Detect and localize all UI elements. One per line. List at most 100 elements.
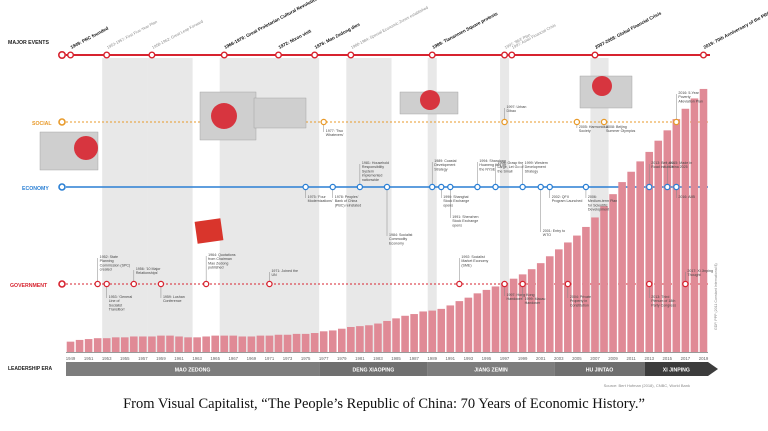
year-tick-label: 1963 [192, 356, 202, 361]
economy-event-label: 2002: QFII Program Launched [552, 195, 583, 203]
gdp-bar [184, 337, 192, 352]
government-event-marker [130, 280, 138, 288]
gdp-bar [102, 338, 111, 352]
gdp-bar [536, 263, 545, 352]
economy-event-label: 2016: AIIB [678, 195, 695, 199]
economy-event-marker [645, 183, 653, 191]
gdp-bar [410, 314, 418, 352]
red-sun-graphic [420, 90, 440, 110]
gdp-bar [392, 318, 400, 352]
gdp-bar [681, 108, 690, 353]
economy-event-label: 1994: Shandong Huaneng lists on the NYSE [479, 159, 506, 171]
economy-event-label: 1978: Peoples' Bank of China (PBC) reinsta… [335, 195, 362, 207]
year-tick-label: 1961 [174, 356, 184, 361]
gdp-bar [618, 182, 626, 352]
source-note: Source: Bert Hofman (2018), CNBC, World … [604, 383, 690, 388]
government-event-marker [501, 280, 508, 288]
economy-event-marker [673, 183, 680, 191]
gdp-bar [582, 226, 590, 352]
gdp-bar [482, 289, 491, 352]
year-tick-label: 1997 [500, 356, 510, 361]
events-start-marker [57, 50, 66, 59]
era-arrow-head [708, 362, 718, 376]
year-tick-label: 1973 [283, 356, 293, 361]
major-event-label: 1980-1984: Special Economic Zones establ… [350, 5, 429, 50]
year-tick-label: 1951 [84, 356, 94, 361]
gdp-bar [600, 206, 608, 352]
gdp-bar [211, 335, 219, 352]
leadership-era-label: DENG XIAOPING [353, 368, 395, 374]
gdp-bar [256, 335, 265, 352]
economy-event-marker [329, 183, 336, 191]
government-event-label: 1956: '10 Major Relationships' [136, 267, 161, 275]
gdp-bar [220, 335, 229, 352]
gdp-bar [202, 336, 210, 352]
gdp-bar [672, 119, 681, 352]
gdp-bar [464, 297, 473, 352]
year-tick-label: 2011 [627, 356, 637, 361]
government-event-marker [202, 280, 210, 288]
gdp-bar [301, 333, 310, 352]
economy-event-marker [383, 183, 391, 191]
social-event-label: 2016: 5-Year Poverty Alleviation Plan [678, 91, 703, 103]
year-tick-label: 1955 [120, 356, 130, 361]
government-event-marker [266, 280, 273, 288]
year-tick-label: 1953 [102, 356, 112, 361]
gdp-bar [374, 323, 382, 352]
government-event-marker [456, 280, 463, 288]
year-tick-label: 1989 [427, 356, 437, 361]
government-event-marker [564, 280, 572, 288]
gdp-bar [292, 333, 301, 352]
year-tick-label: 2017 [681, 356, 691, 361]
major-event-marker [591, 51, 599, 59]
year-tick-label: 1987 [409, 356, 419, 361]
gdp-bar [473, 293, 482, 352]
gdp-bar [591, 217, 599, 352]
gdp-bar [93, 338, 102, 352]
year-tick-label: 1991 [446, 356, 456, 361]
year-tick-label: 1985 [391, 356, 401, 361]
major-event-marker [67, 51, 75, 59]
leadership-era-segment [319, 362, 428, 376]
gdp-bar [663, 130, 672, 352]
economy-event-label: 2006: Medium-term Plan for Scientific Devel… [588, 195, 617, 212]
social-event-label: 2005: Harmonious Society [579, 125, 609, 133]
major-event-label: 1949: PRC founded [70, 26, 110, 50]
year-tick-label: 1959 [156, 356, 166, 361]
leadership-era-label: MAO ZEDONG [175, 368, 211, 374]
economy-event-marker [474, 183, 481, 191]
archival-photo [253, 97, 307, 129]
gdp-bar [130, 336, 138, 352]
gdp-bar [356, 326, 364, 352]
social-event-marker [573, 118, 581, 126]
government-start-marker [58, 280, 66, 288]
year-tick-label: 1949 [66, 356, 76, 361]
y-axis-label: GDP, PPP (2011 Constant International $) [714, 263, 718, 330]
leadership-era-label: JIANG ZEMIN [474, 368, 508, 374]
little-red-book-graphic [194, 218, 224, 244]
leadership-era-segment [66, 362, 320, 376]
economy-event-marker [664, 183, 671, 191]
major-event-label: 1989: Tiananmen Square protests [431, 11, 499, 50]
government-event-marker [94, 280, 101, 288]
gdp-bar [229, 335, 238, 352]
period-band [427, 58, 437, 352]
gdp-bar [419, 311, 427, 352]
major-event-marker [501, 51, 509, 59]
gdp-bar [193, 337, 201, 352]
gdp-bar [238, 336, 247, 352]
gdp-bar [527, 269, 536, 352]
government-event-marker [645, 280, 653, 288]
government-event-label: 2013: Third Plenum of 18th Party Congress [651, 295, 676, 307]
gdp-bar [455, 301, 464, 352]
gdp-bar [545, 256, 554, 352]
gdp-bar [437, 308, 446, 352]
gdp-bar [609, 194, 617, 352]
gdp-bar [428, 310, 437, 352]
social-event-label: 1977: 'Two Whatevers' [326, 129, 344, 137]
gdp-bar [111, 337, 120, 352]
leadership-row-label: LEADERSHIP ERA [8, 366, 52, 372]
government-event-marker [103, 280, 110, 288]
economy-event-label: 2013: Belt and Road initiative [651, 161, 674, 169]
economy-event-label: 1990: Shanghai Stock Exchange opens [443, 195, 469, 207]
